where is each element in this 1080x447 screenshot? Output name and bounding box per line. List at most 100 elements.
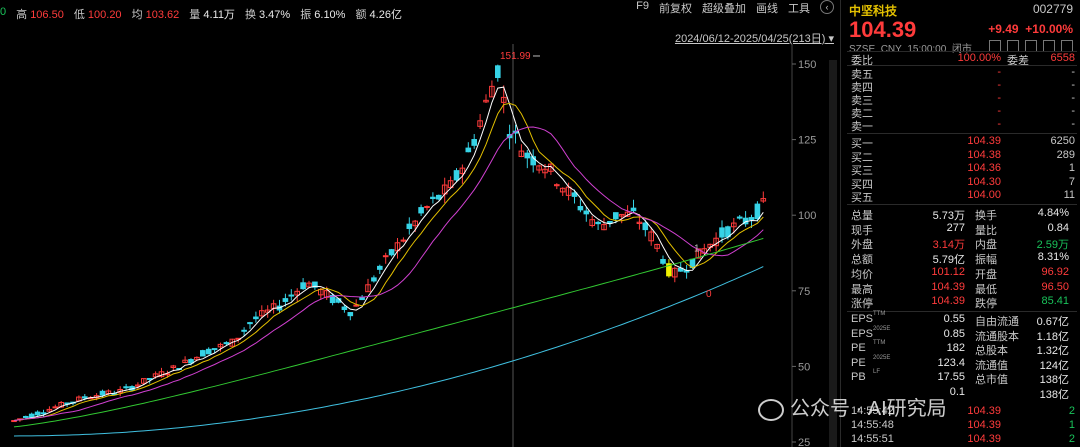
candle-body <box>554 184 560 187</box>
stat-row: 外盘 3.14万 内盘 2.59万 <box>851 239 1069 252</box>
ma20-line <box>13 126 764 421</box>
buy-level: 买五 104.00 11 <box>851 189 1075 204</box>
menu-draw[interactable]: 画线 <box>756 3 778 15</box>
candle-body <box>123 386 129 389</box>
candle-body <box>400 239 407 242</box>
candle-body <box>601 224 607 231</box>
candle-body <box>211 348 218 351</box>
candle-body <box>200 350 206 357</box>
candle-body <box>654 243 660 249</box>
candle-body <box>424 206 430 209</box>
candle-body <box>618 213 625 217</box>
candle-body <box>341 306 348 310</box>
sell-level: 卖五 - - <box>851 66 1075 81</box>
candle-body <box>524 152 531 159</box>
stat-row: 均价 101.12 开盘 96.92 <box>851 265 1069 281</box>
kline-svg: 150 125 100 75 50 25 151.99 1 0 <box>11 44 816 447</box>
stock-change: +9.49 +10.00% <box>988 22 1073 36</box>
candle-body <box>471 139 477 146</box>
candle-body <box>595 221 601 225</box>
volume-stat: 量 4.11万 <box>189 9 235 21</box>
candle-body <box>377 265 383 270</box>
date-range-selector[interactable]: 2024/06/12-2025/04/25(213日) ▾ <box>674 33 834 45</box>
candle-body <box>672 267 678 278</box>
candle-body <box>489 85 495 98</box>
candle-body <box>630 207 637 212</box>
stat-row: 涨停 104.39 跌停 85.41 <box>851 295 1069 311</box>
candle-body <box>518 150 525 157</box>
candle-body <box>465 147 472 153</box>
sell-level: 卖三 - - <box>851 92 1075 107</box>
candle-body <box>329 294 336 304</box>
candle-body <box>141 378 147 384</box>
candle-body <box>760 198 767 202</box>
candle-body <box>548 163 554 172</box>
candle-body <box>300 282 306 290</box>
candle-body <box>648 231 655 242</box>
amplitude-stat: 振 6.10% <box>300 9 346 21</box>
candle-body <box>536 165 542 171</box>
avg-stat: 均 103.62 <box>131 9 180 21</box>
chart-scrollbar[interactable] <box>829 60 837 447</box>
stock-code: 002779 <box>1032 2 1073 16</box>
candle-body <box>500 96 507 103</box>
fund-row: 0.1 138亿 <box>949 386 1069 401</box>
candle-body <box>253 316 259 320</box>
candle-body <box>241 329 247 332</box>
ratio-row: 委比 100.00% 委差 6558 <box>851 52 1075 67</box>
high-annotation: 151.99 <box>500 51 531 62</box>
y-tick-label: 50 <box>798 361 810 373</box>
candle-body <box>636 221 643 224</box>
open-value: 0 <box>0 6 7 18</box>
stock-name: 中坚科技 <box>849 4 898 18</box>
candle-body <box>453 170 460 181</box>
candle-body <box>46 408 53 412</box>
tick-row: 14:55:42 104.39 2 <box>851 405 1075 417</box>
high-stat: 高 106.50 <box>16 9 64 21</box>
menu-adjust[interactable]: 前复权 <box>659 3 692 15</box>
candle-body <box>754 203 761 220</box>
candle-body <box>259 310 265 317</box>
fund-row: EPS TTM 0.55 自由流通 0.67亿 <box>851 311 1069 328</box>
stat-row: 现手 277 量比 0.84 <box>851 221 1069 237</box>
fund-row: PE 2025E 123.4 流通值 124亿 <box>851 354 1069 372</box>
chevron-left-icon[interactable]: ‹ <box>820 0 834 14</box>
candle-body <box>577 206 584 211</box>
quote-bar: 0 高 106.50 低 100.20 均 103.62 量 4.11万 换 3… <box>0 6 402 22</box>
turnover-stat: 换 3.47% <box>244 9 291 21</box>
y-tick-label: 75 <box>798 286 810 298</box>
candle-body <box>28 413 35 418</box>
candle-body <box>666 263 672 277</box>
menu-tools[interactable]: 工具 <box>788 3 810 15</box>
ma60-line <box>13 237 764 428</box>
candle-body <box>223 342 230 345</box>
candle-body <box>436 194 442 200</box>
candle-body <box>483 99 489 103</box>
y-tick-label: 150 <box>798 59 816 71</box>
candle-body <box>583 210 590 215</box>
candle-body <box>34 411 41 416</box>
candle-body <box>353 304 359 307</box>
candle-body <box>559 187 566 193</box>
buy-level: 买四 104.30 7 <box>851 175 1075 191</box>
candle-body <box>418 207 424 214</box>
candle-body <box>170 365 177 368</box>
stat-row: 最高 104.39 最低 96.50 <box>851 280 1069 296</box>
low-annotation: 0 <box>706 289 712 300</box>
menu-f9[interactable]: F9 <box>636 0 649 12</box>
y-tick-label: 125 <box>798 135 816 147</box>
candle-body <box>312 281 318 288</box>
candle-body <box>23 415 29 418</box>
wechat-icon <box>758 398 784 421</box>
menu-overlay[interactable]: 超级叠加 <box>702 3 746 15</box>
buy-level: 买一 104.39 6250 <box>851 135 1075 150</box>
ma5-line <box>13 86 764 421</box>
candle-body <box>495 65 501 79</box>
candle-body <box>188 359 194 364</box>
kline-chart-panel[interactable]: 0 高 106.50 低 100.20 均 103.62 量 4.11万 换 3… <box>0 0 838 447</box>
fund-row: PE TTM 182 总股本 1.32亿 <box>851 340 1069 358</box>
sell-level: 卖四 - - <box>851 79 1075 94</box>
candle-body <box>725 226 731 238</box>
watermark: 公众号 · AI研究局 <box>758 392 947 421</box>
stock-price: 104.39 <box>849 17 917 42</box>
